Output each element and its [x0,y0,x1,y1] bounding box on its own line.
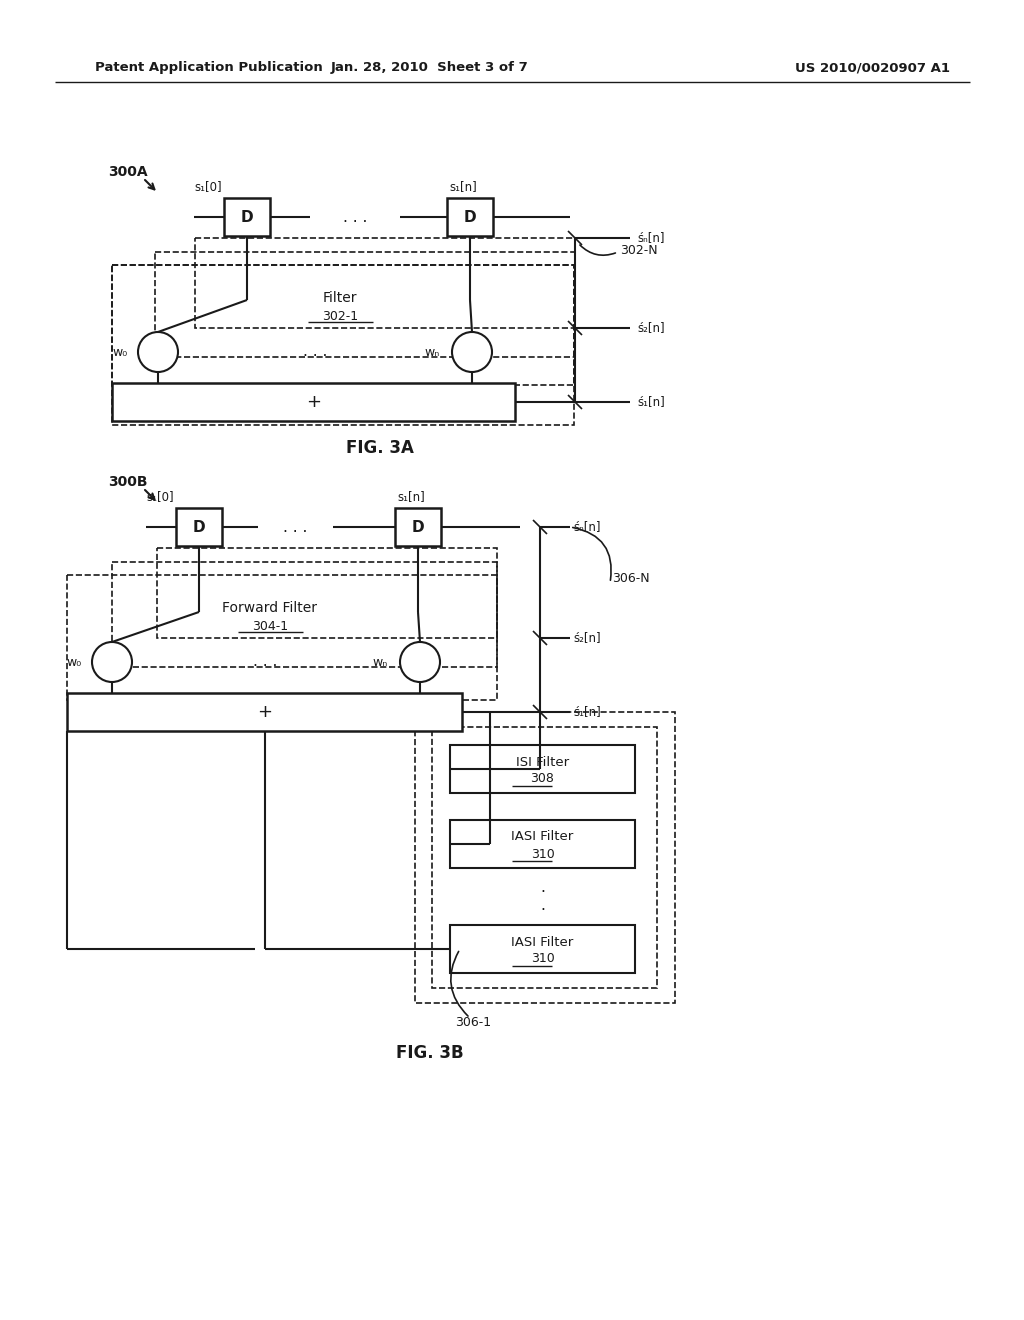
Text: +: + [306,393,321,411]
Text: s₁[0]: s₁[0] [195,180,222,193]
Bar [157,548,497,638]
Bar [155,252,575,356]
Text: . . .: . . . [303,345,328,359]
Text: D: D [193,520,206,535]
Text: w₀: w₀ [113,346,128,359]
Text: 300B: 300B [108,475,147,488]
Text: FIG. 3A: FIG. 3A [346,440,414,457]
Bar [224,198,270,236]
Text: s₁[n]: s₁[n] [397,490,425,503]
Text: 302-1: 302-1 [322,309,358,322]
Bar [450,820,635,869]
Bar [395,508,441,546]
Bar [450,744,635,793]
Circle shape [452,333,492,372]
Text: IASI Filter: IASI Filter [511,936,573,949]
Bar [450,925,635,973]
Bar [112,562,497,667]
Text: D: D [241,210,253,224]
Text: +: + [257,704,272,721]
Text: ś₁[n]: ś₁[n] [573,705,601,718]
Text: Filter: Filter [323,290,357,305]
Bar [112,265,574,425]
Bar [415,711,675,1003]
Text: US 2010/0020907 A1: US 2010/0020907 A1 [795,62,950,74]
Text: . . .: . . . [283,520,307,535]
Text: wₙ: wₙ [425,346,440,359]
Text: 310: 310 [530,953,554,965]
Bar [195,238,575,327]
Text: 300A: 300A [108,165,147,180]
Text: IASI Filter: IASI Filter [511,830,573,843]
Circle shape [92,642,132,682]
Text: śₙ[n]: śₙ[n] [637,231,665,244]
Text: 308: 308 [530,772,554,785]
Text: .
.: . . [540,880,545,912]
Text: ś₂[n]: ś₂[n] [573,631,601,644]
Text: . . .: . . . [343,210,368,224]
Text: s₁[n]: s₁[n] [449,180,477,193]
Bar [112,383,515,421]
Text: s₁[0]: s₁[0] [146,490,174,503]
Text: ś₂[n]: ś₂[n] [637,322,665,334]
Text: D: D [412,520,424,535]
Bar [112,265,574,385]
Text: 304-1: 304-1 [252,619,288,632]
Bar [432,727,657,987]
Circle shape [138,333,178,372]
Text: Forward Filter: Forward Filter [222,601,317,615]
Bar [67,576,497,700]
Text: D: D [464,210,476,224]
Text: . . .: . . . [253,655,278,669]
Bar [447,198,493,236]
Text: ISI Filter: ISI Filter [516,755,569,768]
Text: 310: 310 [530,847,554,861]
Text: Patent Application Publication: Patent Application Publication [95,62,323,74]
Text: FIG. 3B: FIG. 3B [396,1044,464,1063]
Circle shape [400,642,440,682]
Bar [176,508,222,546]
Text: śₙ[n]: śₙ[n] [573,520,600,533]
Text: w₀: w₀ [67,656,82,668]
Text: wₙ: wₙ [373,656,388,668]
Text: ś₁[n]: ś₁[n] [637,396,665,408]
Text: 302-N: 302-N [620,243,657,256]
Text: Jan. 28, 2010  Sheet 3 of 7: Jan. 28, 2010 Sheet 3 of 7 [331,62,528,74]
Bar [67,693,462,731]
Text: 306-N: 306-N [612,572,649,585]
Text: 306-1: 306-1 [455,1016,492,1030]
